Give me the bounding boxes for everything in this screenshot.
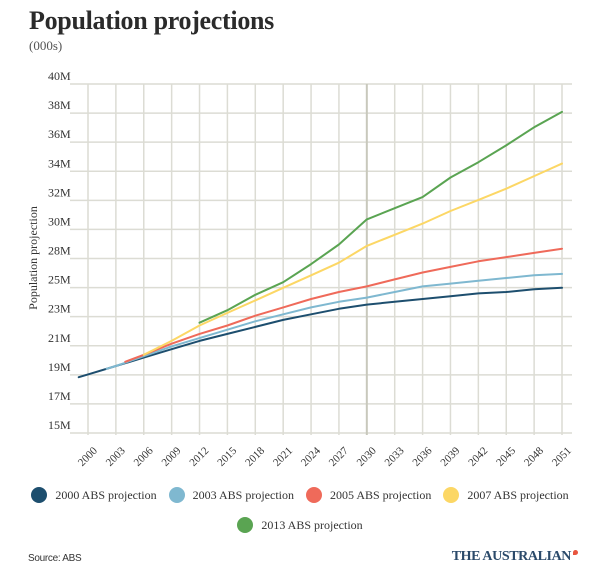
y-tick-label: 32M — [48, 185, 71, 199]
grid — [70, 83, 572, 435]
line-chart: 15M17M19M21M23M25M28M30M32M34M36M38M40M … — [26, 69, 574, 469]
x-tick-label: 2009 — [160, 445, 184, 469]
y-tick-label: 21M — [48, 331, 71, 345]
series-line-2007 — [142, 162, 563, 356]
chart-title: Population projections — [29, 6, 274, 35]
legend-dot-icon — [168, 487, 185, 503]
x-tick-label: 2021 — [271, 445, 295, 469]
x-tick-label: 2018 — [243, 445, 267, 469]
x-tick-label: 2036 — [410, 445, 434, 469]
x-tick-label: 2006 — [132, 445, 156, 469]
legend-dot-icon — [443, 487, 460, 503]
x-tick-label: 2033 — [383, 445, 407, 469]
legend-row: 2000 ABS projection 2003 ABS projection 20… — [0, 484, 600, 506]
y-tick-label: 30M — [48, 214, 71, 228]
brand-mark-icon — [573, 550, 578, 555]
y-tick-label: 40M — [48, 69, 71, 83]
x-tick-label: 2030 — [355, 445, 379, 469]
series-line-2013 — [198, 110, 563, 324]
y-tick-label: 15M — [48, 418, 71, 432]
y-tick-label: 25M — [48, 273, 71, 287]
legend-item[interactable]: 2003 ABS projection — [168, 487, 294, 503]
legend: 2000 ABS projection 2003 ABS projection 20… — [0, 484, 600, 536]
x-tick-label: 2024 — [299, 445, 323, 469]
legend-label: 2007 ABS projection — [467, 487, 569, 502]
legend-label: 2000 ABS projection — [55, 487, 157, 502]
y-tick-label: 23M — [48, 302, 71, 316]
x-tick-label: 2045 — [494, 445, 518, 469]
legend-label: 2013 ABS projection — [261, 517, 363, 532]
legend-dot-icon — [31, 487, 48, 503]
y-axis-label: Population projection — [26, 206, 40, 310]
series-line-2003 — [105, 272, 563, 370]
x-axis-ticks: 2000 2003 2006 2009 2012 2015 2018 2021 2024 2027… — [76, 445, 574, 469]
x-tick-label: 2000 — [76, 445, 100, 469]
legend-item[interactable]: 2005 ABS projection — [306, 487, 431, 503]
x-tick-label: 2048 — [522, 445, 546, 469]
legend-item[interactable]: 2000 ABS projection — [31, 487, 157, 503]
x-tick-label: 2003 — [104, 445, 128, 469]
y-tick-label: 36M — [48, 127, 71, 141]
legend-label: 2005 ABS projection — [330, 487, 432, 502]
y-tick-label: 28M — [48, 244, 71, 258]
series-lines — [77, 110, 563, 379]
x-tick-label: 2042 — [466, 445, 490, 469]
y-tick-label: 34M — [48, 156, 71, 170]
brand-logo: THE AUSTRALIAN — [452, 549, 578, 565]
y-tick-label: 19M — [48, 360, 71, 374]
legend-row: 2013 ABS projection — [0, 514, 600, 536]
x-tick-label: 2039 — [438, 445, 462, 469]
y-tick-label: 38M — [48, 98, 71, 112]
x-tick-label: 2012 — [187, 445, 211, 469]
series-line-2005 — [124, 247, 563, 363]
x-tick-label: 2027 — [327, 445, 351, 469]
chart-subtitle: (000s) — [29, 38, 63, 53]
y-tick-label: 17M — [48, 389, 71, 403]
legend-label: 2003 ABS projection — [192, 487, 294, 502]
x-tick-label: 2051 — [550, 445, 574, 469]
source-note: Source: ABS — [28, 553, 82, 564]
series-line-2000 — [77, 286, 563, 379]
legend-item[interactable]: 2013 ABS projection — [237, 517, 363, 533]
brand-name: THE AUSTRALIAN — [451, 549, 572, 564]
x-tick-label: 2015 — [215, 445, 239, 469]
legend-dot-icon — [237, 517, 254, 533]
legend-item[interactable]: 2007 ABS projection — [443, 487, 569, 503]
legend-dot-icon — [306, 487, 322, 503]
y-axis-ticks: 15M 17M 19M 21M 23M 25M 28M 30M 32M 34M 36M 38M 40M — [48, 69, 71, 432]
